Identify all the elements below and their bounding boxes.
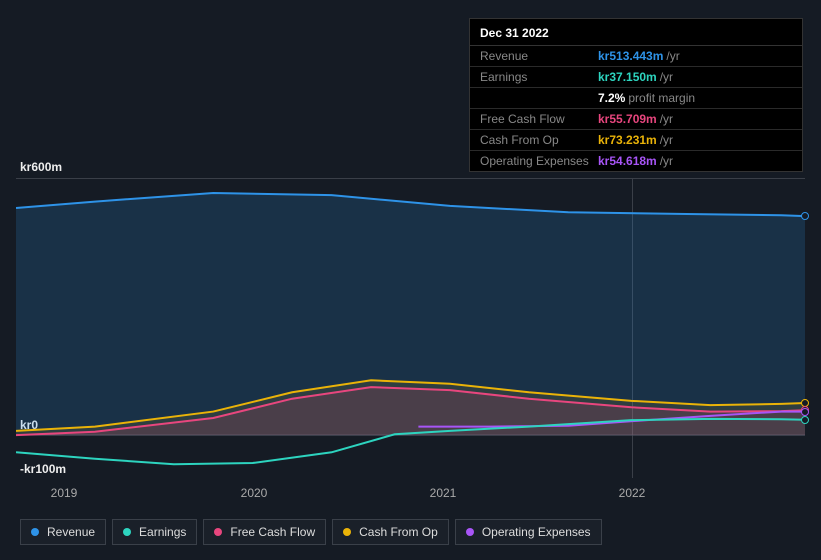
tooltip-metric-value: kr55.709m: [598, 112, 657, 126]
tooltip-metric-value: kr73.231m: [598, 133, 657, 147]
x-axis-label: 2020: [241, 486, 268, 500]
legend-item-free-cash-flow[interactable]: Free Cash Flow: [203, 519, 326, 545]
tooltip-row: Revenuekr513.443m/yr: [470, 46, 802, 67]
tooltip-row: Free Cash Flowkr55.709m/yr: [470, 109, 802, 130]
x-axis-label: 2021: [430, 486, 457, 500]
financial-chart[interactable]: [16, 178, 805, 478]
legend-item-earnings[interactable]: Earnings: [112, 519, 197, 545]
series-marker-revenue: [801, 212, 809, 220]
tooltip-metric-unit: /yr: [660, 154, 673, 168]
tooltip-metric-unit: /yr: [666, 49, 679, 63]
legend-dot-icon: [123, 528, 131, 536]
tooltip-row: Earningskr37.150m/yr: [470, 67, 802, 88]
legend-item-operating-expenses[interactable]: Operating Expenses: [455, 519, 602, 545]
legend-dot-icon: [466, 528, 474, 536]
tooltip-metric-label: Earnings: [480, 70, 598, 84]
tooltip-metric-value: kr513.443m: [598, 49, 663, 63]
tooltip-metric-label: Revenue: [480, 49, 598, 63]
y-axis-label: kr600m: [20, 160, 62, 174]
legend-item-cash-from-op[interactable]: Cash From Op: [332, 519, 449, 545]
tooltip-row: Operating Expenseskr54.618m/yr: [470, 151, 802, 171]
x-axis-label: 2019: [51, 486, 78, 500]
legend-label: Earnings: [139, 525, 186, 539]
series-marker-operating-expenses: [801, 408, 809, 416]
legend-dot-icon: [31, 528, 39, 536]
tooltip-sub-text: profit margin: [628, 91, 695, 105]
tooltip-sub-row: 7.2%profit margin: [470, 88, 802, 109]
legend-item-revenue[interactable]: Revenue: [20, 519, 106, 545]
tooltip-metric-unit: /yr: [660, 70, 673, 84]
tooltip-row: Cash From Opkr73.231m/yr: [470, 130, 802, 151]
tooltip-metric-label: Free Cash Flow: [480, 112, 598, 126]
legend-label: Cash From Op: [359, 525, 438, 539]
tooltip-sub-value: 7.2%: [598, 91, 625, 105]
tooltip-metric-value: kr37.150m: [598, 70, 657, 84]
chart-legend: Revenue Earnings Free Cash Flow Cash From O…: [20, 519, 602, 545]
chart-tooltip: Dec 31 2022 Revenuekr513.443m/yrEarnings…: [469, 18, 803, 172]
tooltip-metric-label: Operating Expenses: [480, 154, 598, 168]
tooltip-metric-value: kr54.618m: [598, 154, 657, 168]
legend-dot-icon: [214, 528, 222, 536]
legend-label: Operating Expenses: [482, 525, 591, 539]
tooltip-metric-label: Cash From Op: [480, 133, 598, 147]
legend-label: Revenue: [47, 525, 95, 539]
tooltip-date: Dec 31 2022: [470, 19, 802, 46]
x-axis-label: 2022: [619, 486, 646, 500]
legend-dot-icon: [343, 528, 351, 536]
tooltip-metric-unit: /yr: [660, 112, 673, 126]
series-marker-earnings: [801, 416, 809, 424]
tooltip-metric-unit: /yr: [660, 133, 673, 147]
legend-label: Free Cash Flow: [230, 525, 315, 539]
